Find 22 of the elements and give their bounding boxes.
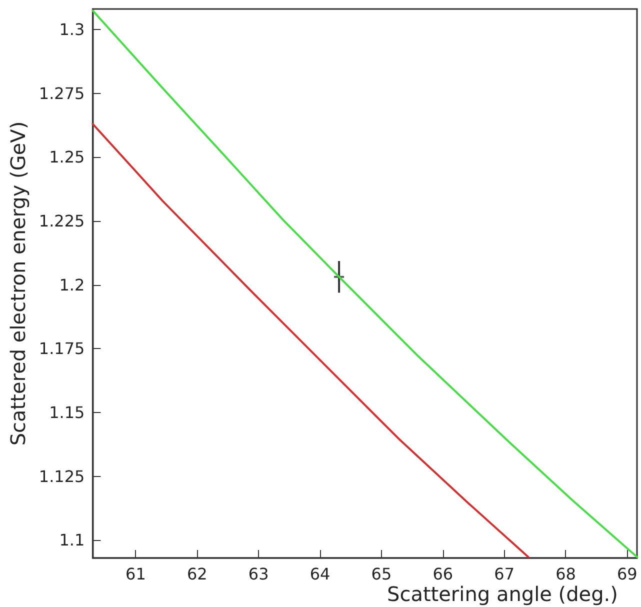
y-tick-label: 1.175 xyxy=(38,339,85,358)
x-tick-label: 64 xyxy=(310,564,330,584)
x-tick-label: 69 xyxy=(616,564,638,584)
y-tick-label: 1.1 xyxy=(59,530,85,550)
x-tick-label: 66 xyxy=(432,564,454,584)
x-tick-label: 67 xyxy=(494,564,514,584)
y-tick-label: 1.2 xyxy=(59,275,85,294)
y-tick-label: 1.225 xyxy=(38,211,85,230)
x-tick-label: 61 xyxy=(126,564,146,584)
y-axis-title: Scattered electron energy (GeV) xyxy=(6,121,30,446)
x-tick-label: 68 xyxy=(556,564,576,584)
line-series xyxy=(92,122,530,558)
line-series xyxy=(92,10,638,558)
y-tick-label: 1.25 xyxy=(49,148,85,167)
y-tick-label: 1.3 xyxy=(59,20,85,39)
y-tick-label: 1.275 xyxy=(38,84,85,103)
x-axis-title: Scattering angle (deg.) xyxy=(387,582,618,606)
y-tick-label: 1.125 xyxy=(38,466,85,486)
x-tick-label: 65 xyxy=(371,564,392,584)
x-tick-label: 63 xyxy=(248,564,269,584)
x-tick-label: 62 xyxy=(186,564,208,584)
y-tick-label: 1.15 xyxy=(49,402,85,422)
